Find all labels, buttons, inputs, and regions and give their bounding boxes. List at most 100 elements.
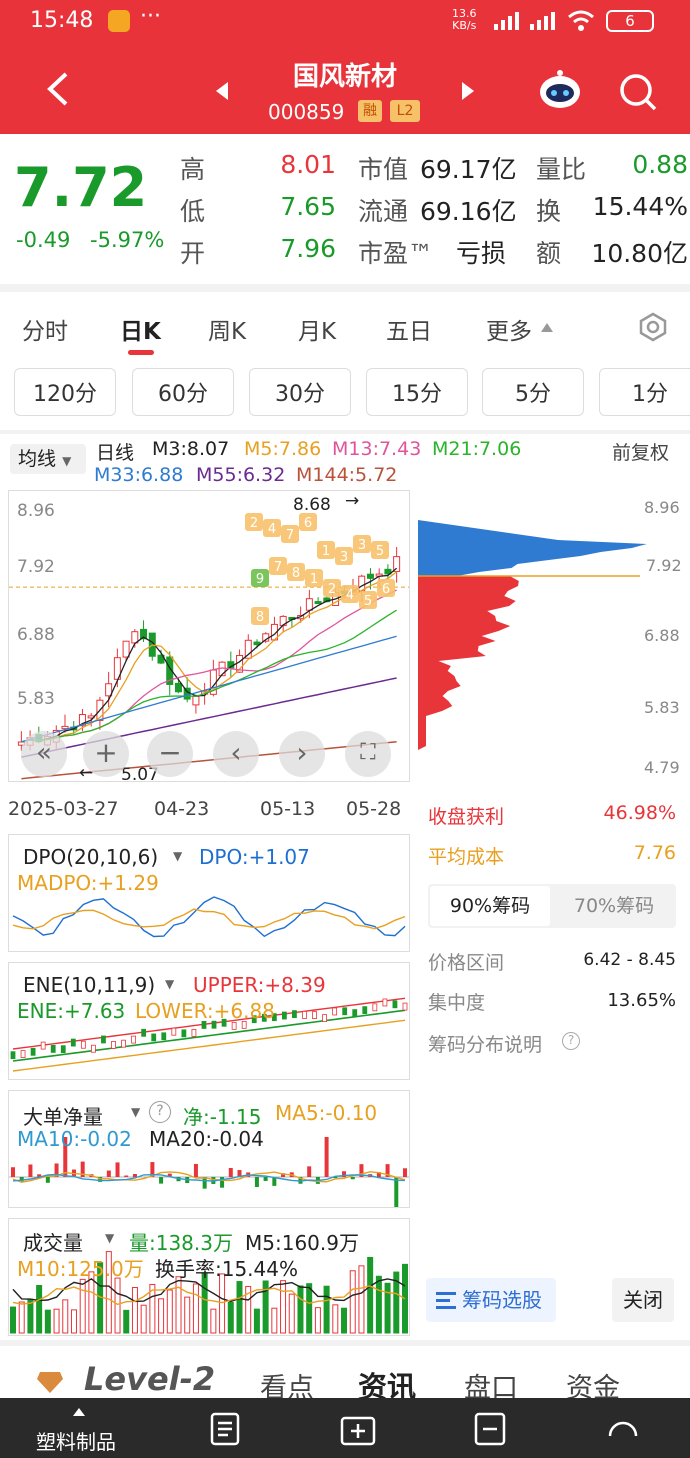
period-1m[interactable]: 1分: [599, 368, 690, 416]
signal-badge-label: 5: [376, 544, 384, 559]
dpo-name[interactable]: DPO(20,10,6): [23, 845, 159, 869]
volume-bar: [105, 1251, 112, 1334]
industry-button[interactable]: 塑料制品: [36, 1430, 116, 1454]
list-icon: [436, 1290, 456, 1314]
remove-icon[interactable]: [474, 1412, 506, 1450]
diamond-icon: [36, 1370, 64, 1398]
ene-name[interactable]: ENE(10,11,9): [23, 973, 156, 997]
period-30m[interactable]: 30分: [249, 368, 351, 416]
signal-badge-label: 6: [382, 582, 390, 597]
chip-ytick-4: 4.79: [644, 758, 680, 777]
ene-candle: [40, 1041, 46, 1050]
ma-selector[interactable]: 均线 ▼: [10, 444, 86, 474]
help-icon[interactable]: ?: [562, 1032, 580, 1050]
chip-explain-link[interactable]: 筹码分布说明: [428, 1034, 543, 1056]
ene-panel[interactable]: ENE(10,11,9) ▼ UPPER:+8.39 ENE:+7.63 LOW…: [8, 962, 410, 1080]
net-speed: 13.6: [452, 7, 477, 20]
ene-candle: [171, 1027, 177, 1036]
net-bar: [63, 1137, 68, 1177]
signal-badge-label: 1: [322, 544, 330, 559]
tab-five-day[interactable]: 五日: [386, 319, 432, 345]
ene-candle: [362, 1006, 368, 1015]
net-bar: [237, 1170, 242, 1177]
ene-candle: [20, 1050, 26, 1058]
tab-daily-k[interactable]: 日K: [120, 319, 161, 345]
signal-badge: [281, 525, 299, 543]
candle-body: [192, 695, 200, 706]
big-order-help-icon[interactable]: ?: [149, 1101, 171, 1123]
close-button[interactable]: 关闭: [612, 1278, 674, 1322]
net-bar: [385, 1164, 390, 1177]
tab-weekly-k[interactable]: 周K: [208, 319, 247, 345]
net-bar: [202, 1177, 207, 1189]
ene-candle: [231, 1021, 237, 1030]
big-order-panel[interactable]: 大单净量 ▼ ? 净:-1.15 MA5:-0.10 MA10:-0.02 MA…: [8, 1090, 410, 1208]
volume-bar: [341, 1307, 348, 1334]
ma-m13: M13:7.43: [332, 438, 422, 460]
search-icon[interactable]: [618, 72, 658, 112]
ene-candle: [50, 1044, 56, 1053]
more-dots-icon: ···: [140, 4, 161, 29]
up-caret-icon: [72, 1402, 86, 1421]
candle-body: [78, 714, 86, 727]
volume-panel[interactable]: 成交量 ▼ 量:138.3万 M5:160.9万 M10:125.0万 换手率:…: [8, 1218, 410, 1336]
prev-stock-icon[interactable]: [214, 80, 230, 106]
add-watchlist-icon[interactable]: [340, 1412, 376, 1450]
ytick-1: 7.92: [17, 557, 55, 577]
tab-70-chip[interactable]: 70%筹码: [573, 895, 655, 917]
dpo-panel[interactable]: DPO(20,10,6) ▼ DPO:+1.07 MADPO:+1.29: [8, 834, 410, 952]
avg-cost-value: 7.76: [633, 842, 676, 864]
scroll-left-button[interactable]: ‹: [213, 731, 259, 777]
volume-bar: [288, 1293, 295, 1334]
net-bar: [254, 1177, 259, 1187]
amt-label: 额: [536, 239, 562, 268]
settings-icon[interactable]: [638, 312, 668, 346]
tab-monthly-k[interactable]: 月K: [298, 319, 337, 345]
ene-candle: [271, 1013, 277, 1022]
ma5-net-line: [12, 1171, 406, 1183]
ene-candle: [141, 1028, 147, 1037]
date-3: 05-28: [346, 798, 402, 820]
period-120m[interactable]: 120分: [14, 368, 116, 416]
notes-icon[interactable]: [210, 1412, 240, 1450]
rewind-button[interactable]: «: [21, 731, 67, 777]
net-bar: [333, 1177, 338, 1179]
fullscreen-button[interactable]: ⛶: [345, 731, 391, 777]
tab-level2[interactable]: Level-2: [84, 1360, 216, 1398]
back-icon[interactable]: [42, 72, 72, 106]
tab-intraday[interactable]: 分时: [22, 319, 68, 345]
volume-name[interactable]: 成交量: [23, 1227, 83, 1256]
robot-icon[interactable]: [536, 68, 584, 112]
ene-candle: [251, 1015, 257, 1024]
period-5m[interactable]: 5分: [482, 368, 584, 416]
scroll-right-button[interactable]: ›: [279, 731, 325, 777]
volume-bar: [262, 1280, 269, 1334]
zoom-out-button[interactable]: −: [147, 731, 193, 777]
ene-candle: [91, 1044, 96, 1053]
open-label: 开: [180, 239, 206, 268]
adjust-mode[interactable]: 前复权: [612, 442, 670, 464]
zoom-in-button[interactable]: +: [83, 731, 129, 777]
tab-90-chip[interactable]: 90%筹码: [430, 886, 550, 926]
period-15m[interactable]: 15分: [366, 368, 468, 416]
net-bar: [324, 1137, 329, 1177]
next-stock-icon[interactable]: [460, 80, 476, 106]
net-bar: [159, 1177, 164, 1184]
signal-badge-label: 7: [274, 560, 282, 575]
signal-badge-label: 4: [346, 588, 354, 603]
price-change: -0.49: [16, 228, 71, 252]
ma-period: 日线: [96, 442, 135, 464]
ene-candle: [30, 1047, 36, 1056]
big-order-name[interactable]: 大单净量: [23, 1105, 103, 1129]
period-60m[interactable]: 60分: [132, 368, 234, 416]
tab-more[interactable]: 更多: [486, 319, 532, 345]
signal-badge: [353, 535, 371, 553]
ene-mid-line: [12, 1009, 406, 1062]
candle-body: [166, 656, 174, 685]
volume-bar: [10, 1306, 16, 1334]
low-note: 5.07: [121, 765, 159, 785]
function-icon[interactable]: [606, 1412, 640, 1450]
ene-candle: [181, 1029, 187, 1038]
ene-candle: [372, 1003, 378, 1012]
